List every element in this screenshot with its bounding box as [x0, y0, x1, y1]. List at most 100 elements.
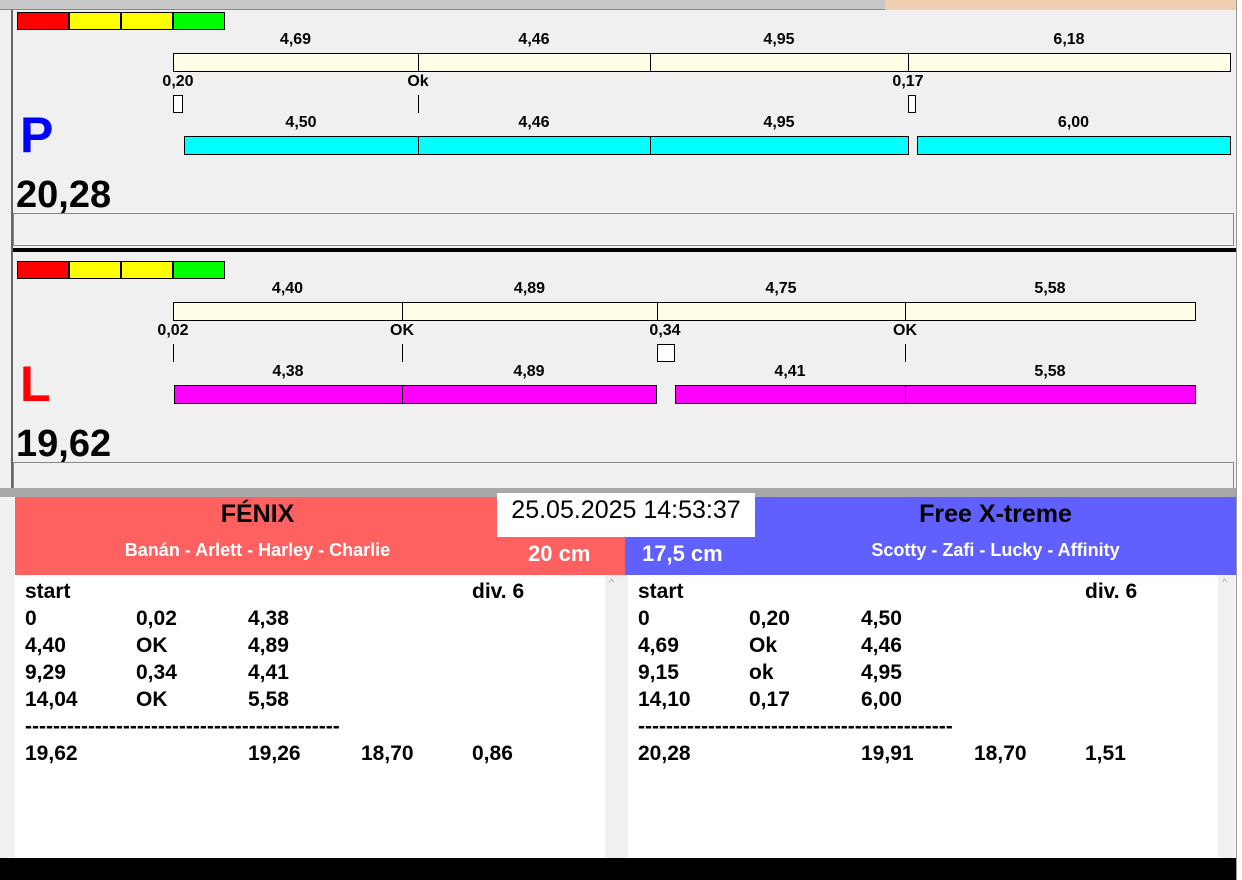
bottom-bar: [0, 858, 1236, 880]
check-label: 0,20: [162, 73, 194, 90]
run-bar-segment: [675, 385, 906, 404]
list-header-start: start: [638, 580, 684, 603]
list-cell: 4,41: [248, 661, 289, 684]
split-label: 4,69: [279, 31, 312, 48]
scroll-up-icon[interactable]: ^: [609, 577, 615, 589]
list-header-div: div. 6: [472, 580, 525, 603]
tick-mark: [402, 344, 403, 362]
check-label: 0,34: [649, 322, 681, 339]
list-cell: 0,17: [749, 688, 790, 711]
list-cell: 6,00: [861, 688, 902, 711]
list-header-div: div. 6: [1085, 580, 1138, 603]
run-label: 4,46: [518, 114, 550, 131]
list-cell: 0: [638, 607, 650, 630]
run-label: 6,00: [1057, 114, 1090, 131]
run-bar-segment: [650, 136, 909, 155]
scrollbar[interactable]: ^: [605, 575, 622, 858]
list-cell: 4,40: [25, 634, 66, 657]
list-cell: 9,15: [638, 661, 679, 684]
split-label: 4,40: [271, 280, 304, 297]
split-label: 4,95: [763, 31, 795, 48]
list-total: 0,86: [472, 742, 513, 765]
list-total: 19,91: [861, 742, 914, 765]
run-label: 4,95: [763, 114, 795, 131]
run-bar-segment: [917, 136, 1231, 155]
split-label: 4,75: [765, 280, 797, 297]
result-list-right[interactable]: ^ start div. 6 0 0,20 4,50 4,69 Ok 4,46 9,15 ok 4,9…: [628, 575, 1236, 858]
team-dogs-left: Banán - Arlett - Harley - Charlie: [124, 540, 391, 560]
team-name-right: Free X-treme: [919, 500, 1072, 528]
strip-cell: [121, 261, 173, 279]
list-cell: 14,04: [25, 688, 78, 711]
reference-bar-segment: [905, 302, 1196, 321]
list-cell: ok: [749, 661, 774, 684]
check-label: 0,02: [157, 322, 189, 339]
team-name-left: FÉNIX: [220, 500, 295, 528]
team-dogs-right: Scotty - Zafi - Lucky - Affinity: [871, 540, 1120, 560]
strip-cell: [173, 261, 225, 279]
list-cell: 4,89: [248, 634, 289, 657]
run-bar-segment: [174, 385, 403, 404]
list-cell: OK: [136, 634, 168, 657]
panel-letter: L: [20, 356, 51, 412]
split-label: 4,46: [518, 31, 550, 48]
list-separator: ----------------------------------------…: [638, 715, 953, 738]
list-cell: 4,69: [638, 634, 679, 657]
result-list-left[interactable]: ^ start div. 6 0 0,02 4,38 4,40 OK 4,89 9,29 0,34 4…: [15, 575, 622, 858]
list-total: 20,28: [638, 742, 691, 765]
panel-divider: [13, 248, 1236, 252]
list-separator: ----------------------------------------…: [25, 715, 340, 738]
list-cell: 0: [25, 607, 37, 630]
run-bar-segment: [905, 385, 1196, 404]
run-bar-segment: [418, 136, 651, 155]
strip-cell: [121, 12, 173, 30]
fault-marker: [908, 95, 916, 113]
check-label: OK: [390, 322, 414, 339]
list-total: 18,70: [361, 742, 414, 765]
right-edge: [1236, 0, 1242, 880]
list-cell: 0,34: [136, 661, 177, 684]
check-label: Ok: [407, 73, 429, 90]
panel-total: 20,28: [16, 174, 112, 216]
reference-bar-segment: [650, 53, 909, 72]
list-cell: 5,58: [248, 688, 289, 711]
strip-cell: [173, 12, 225, 30]
left-border: [0, 10, 13, 490]
list-header-start: start: [25, 580, 71, 603]
tick-mark: [173, 344, 174, 362]
fault-marker: [173, 95, 183, 113]
list-cell: 4,46: [861, 634, 902, 657]
check-label: OK: [893, 322, 917, 339]
run-bar-segment: [402, 385, 657, 404]
reference-bar-segment: [908, 53, 1231, 72]
fault-marker: [657, 344, 675, 362]
list-total: 19,62: [25, 742, 78, 765]
run-bar-segment: [184, 136, 419, 155]
reference-bar-segment: [402, 302, 658, 321]
split-label: 5,58: [1034, 280, 1066, 297]
list-cell: 14,10: [638, 688, 691, 711]
run-label: 4,89: [513, 363, 545, 380]
gray-band: [0, 488, 1236, 497]
datetime-display: 25.05.2025 14:53:37: [497, 493, 755, 537]
split-label: 6,18: [1053, 31, 1085, 48]
team-height-right: 17,5 cm: [642, 541, 723, 566]
tick-mark: [418, 95, 419, 113]
list-cell: OK: [136, 688, 168, 711]
tab-strip-right-area: [885, 0, 1236, 10]
reference-bar-segment: [418, 53, 651, 72]
list-cell: Ok: [749, 634, 778, 657]
reference-bar-segment: [173, 53, 419, 72]
panel-info-box: [13, 213, 1234, 246]
list-cell: 4,38: [248, 607, 289, 630]
strip-cell: [69, 12, 121, 30]
reference-bar-segment: [173, 302, 403, 321]
scrollbar[interactable]: ^: [1218, 575, 1235, 858]
run-label: 4,41: [774, 363, 806, 380]
tick-mark: [905, 344, 906, 362]
scroll-up-icon[interactable]: ^: [1222, 577, 1228, 589]
panel-letter: P: [20, 107, 54, 163]
strip-cell: [17, 261, 69, 279]
list-total: 1,51: [1085, 742, 1126, 765]
panel-total: 19,62: [16, 423, 112, 465]
